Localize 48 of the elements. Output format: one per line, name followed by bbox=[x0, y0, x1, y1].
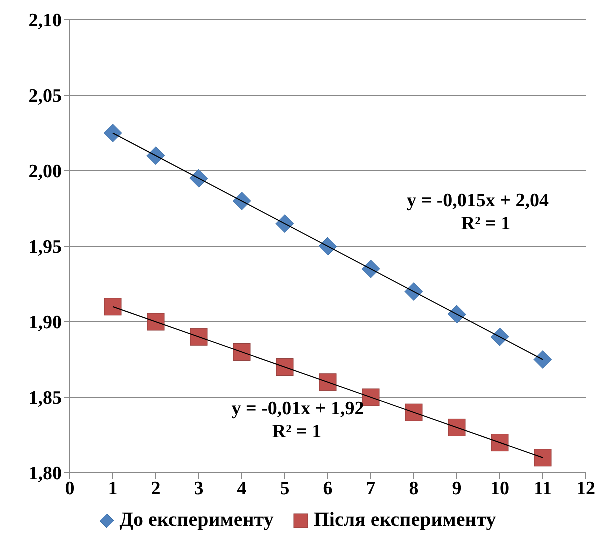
point bbox=[362, 260, 380, 278]
annotation: R² = 1 bbox=[461, 214, 511, 234]
x-tick-label: 7 bbox=[366, 478, 376, 500]
x-tick-label: 3 bbox=[194, 478, 204, 500]
x-tick-label: 11 bbox=[534, 478, 552, 500]
x-tick-label: 8 bbox=[409, 478, 419, 500]
point bbox=[233, 343, 251, 361]
point bbox=[362, 388, 380, 406]
point bbox=[147, 313, 165, 331]
x-tick-label: 4 bbox=[237, 478, 248, 500]
y-tick-label: 1,90 bbox=[28, 312, 62, 334]
point bbox=[190, 169, 208, 188]
x-tick-label: 6 bbox=[323, 478, 333, 500]
point bbox=[232, 192, 252, 210]
point bbox=[405, 404, 423, 422]
annotation: y = -0,015x + 2,04 bbox=[407, 190, 549, 212]
point bbox=[534, 449, 552, 467]
annotation: R² = 1 bbox=[272, 422, 322, 442]
point bbox=[104, 124, 122, 142]
legend-label: Після експерименту bbox=[312, 509, 496, 532]
point bbox=[491, 434, 509, 452]
point bbox=[276, 214, 294, 234]
point bbox=[276, 358, 294, 376]
legend-label: До експерименту bbox=[118, 509, 274, 532]
x-tick-label: 9 bbox=[452, 478, 462, 500]
point bbox=[448, 305, 466, 324]
point bbox=[404, 282, 424, 302]
y-tick-label: 1,85 bbox=[28, 388, 62, 410]
point bbox=[534, 350, 552, 369]
point bbox=[319, 374, 337, 392]
x-tick-label: 5 bbox=[280, 478, 290, 500]
x-tick-label: 1 bbox=[108, 478, 118, 500]
point bbox=[146, 146, 166, 166]
point bbox=[104, 298, 122, 316]
x-tick-label: 12 bbox=[576, 478, 596, 500]
y-tick-label: 1,80 bbox=[28, 464, 62, 485]
y-tick-label: 1,95 bbox=[28, 237, 62, 258]
y-tick-label: 2,10 bbox=[28, 10, 62, 32]
point bbox=[490, 328, 510, 346]
point bbox=[448, 418, 466, 436]
point bbox=[318, 237, 338, 256]
x-tick-label: 10 bbox=[490, 478, 510, 500]
annotation: y = -0,01x + 1,92 bbox=[232, 398, 364, 420]
x-tick-label: 0 bbox=[65, 478, 75, 500]
point bbox=[190, 328, 208, 346]
y-tick-label: 2,00 bbox=[28, 162, 62, 183]
x-tick-label: 2 bbox=[151, 478, 161, 500]
y-tick-label: 2,05 bbox=[28, 86, 62, 108]
